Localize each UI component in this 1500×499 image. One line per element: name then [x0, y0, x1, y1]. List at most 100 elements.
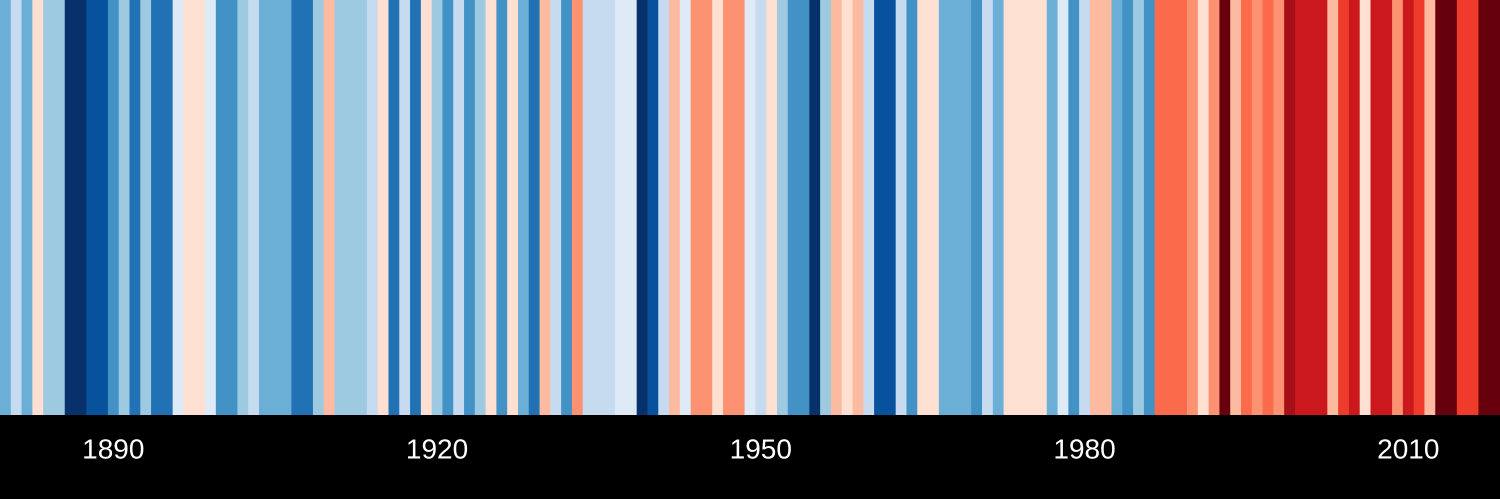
stripe	[776, 0, 789, 415]
stripe	[1133, 0, 1145, 415]
stripe	[1359, 0, 1372, 415]
stripe	[161, 0, 174, 415]
stripe	[1392, 0, 1404, 415]
stripe	[971, 0, 983, 415]
stripe	[571, 0, 584, 415]
stripe	[1273, 0, 1285, 415]
stripe	[744, 0, 756, 415]
stripe	[1413, 0, 1426, 415]
stripe	[1079, 0, 1091, 415]
stripe	[474, 0, 487, 415]
stripe	[1046, 0, 1059, 415]
stripe	[615, 0, 627, 415]
stripe	[312, 0, 325, 415]
stripe	[1111, 0, 1123, 415]
stripe	[917, 0, 929, 415]
stripe	[1446, 0, 1458, 415]
stripe	[1057, 0, 1069, 415]
stripe	[841, 0, 854, 415]
stripe	[949, 0, 962, 415]
stripe	[1262, 0, 1274, 415]
stripe	[140, 0, 152, 415]
stripe	[1381, 0, 1393, 415]
x-tick-label: 1950	[730, 433, 792, 464]
stripe	[1154, 0, 1167, 415]
stripe	[712, 0, 724, 415]
stripe	[1284, 0, 1296, 415]
stripe	[388, 0, 400, 415]
stripe	[874, 0, 886, 415]
stripe	[334, 0, 346, 415]
stripe	[539, 0, 551, 415]
stripe	[1456, 0, 1469, 415]
stripe	[550, 0, 562, 415]
stripe	[582, 0, 595, 415]
stripe	[884, 0, 897, 415]
stripe	[442, 0, 454, 415]
stripe	[863, 0, 875, 415]
stripe	[183, 0, 195, 415]
stripe	[1025, 0, 1037, 415]
stripe	[1251, 0, 1264, 415]
stripe	[647, 0, 659, 415]
stripe	[172, 0, 185, 415]
stripe	[21, 0, 33, 415]
stripe	[399, 0, 411, 415]
stripe	[377, 0, 390, 415]
stripe	[97, 0, 109, 415]
stripe	[248, 0, 260, 415]
stripe	[496, 0, 508, 415]
stripe	[1327, 0, 1339, 415]
stripe	[410, 0, 422, 415]
stripe	[701, 0, 713, 415]
stripe	[345, 0, 357, 415]
stripe	[1294, 0, 1307, 415]
stripe	[215, 0, 228, 415]
stripe	[356, 0, 368, 415]
stripe	[75, 0, 87, 415]
stripe	[1003, 0, 1015, 415]
stripe	[1165, 0, 1177, 415]
stripe	[928, 0, 940, 415]
stripe	[205, 0, 217, 415]
stripe	[517, 0, 530, 415]
stripe	[64, 0, 77, 415]
stripe	[86, 0, 98, 415]
stripe	[766, 0, 778, 415]
stripe	[1176, 0, 1188, 415]
stripe	[323, 0, 336, 415]
stripe	[1197, 0, 1210, 415]
stripe	[852, 0, 864, 415]
stripe	[669, 0, 681, 415]
stripe	[755, 0, 767, 415]
stripe	[118, 0, 131, 415]
stripe	[291, 0, 303, 415]
stripe	[1316, 0, 1328, 415]
stripe	[1100, 0, 1113, 415]
stripe	[636, 0, 649, 415]
stripe	[787, 0, 800, 415]
stripe	[464, 0, 476, 415]
stripe	[258, 0, 271, 415]
stripe	[151, 0, 163, 415]
stripe	[420, 0, 433, 415]
stripe	[733, 0, 746, 415]
stripe	[1402, 0, 1415, 415]
stripe	[1068, 0, 1080, 415]
stripe	[1305, 0, 1318, 415]
stripe	[194, 0, 206, 415]
stripe	[723, 0, 735, 415]
stripe	[1208, 0, 1221, 415]
stripe	[226, 0, 239, 415]
stripe	[960, 0, 972, 415]
stripe	[809, 0, 821, 415]
stripe	[1467, 0, 1480, 415]
stripe	[593, 0, 605, 415]
stripe	[1435, 0, 1447, 415]
stripe	[1014, 0, 1026, 415]
stripe	[1348, 0, 1361, 415]
stripe	[1219, 0, 1231, 415]
stripe	[938, 0, 951, 415]
